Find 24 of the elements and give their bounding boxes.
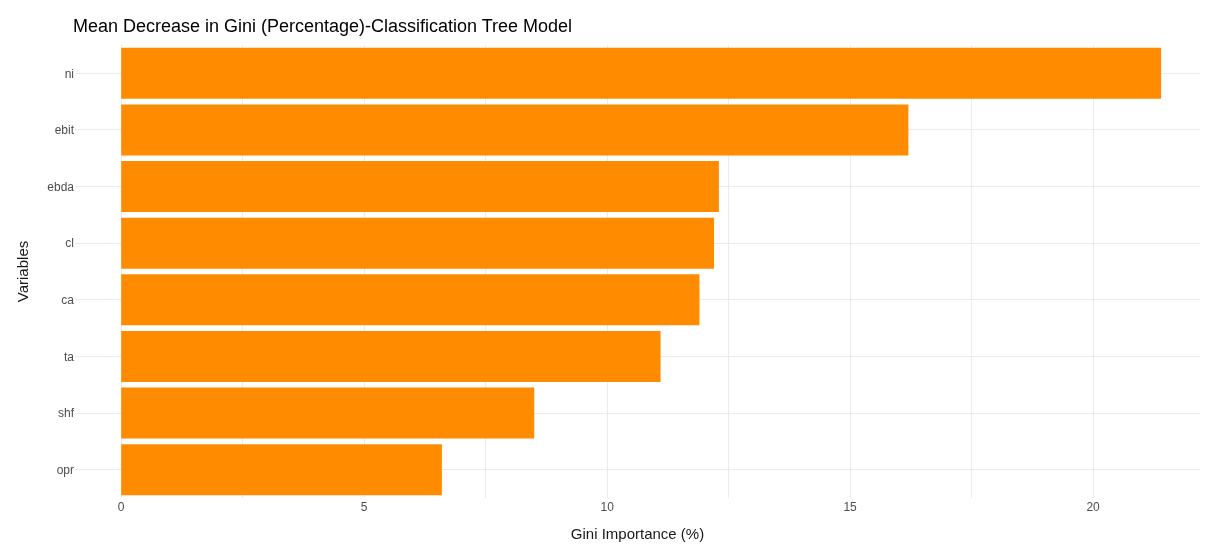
x-tick-label: 20	[1086, 500, 1101, 514]
y-tick-label: opr	[56, 462, 74, 477]
y-tick-label: ebit	[54, 123, 75, 138]
bar	[121, 444, 442, 496]
bar	[121, 104, 909, 156]
bar	[121, 274, 700, 326]
x-tick-label: 0	[117, 500, 125, 514]
bar	[121, 387, 535, 439]
bar	[121, 161, 719, 213]
y-tick-label: ta	[63, 349, 75, 364]
y-tick-label: ni	[64, 66, 74, 81]
y-axis-title: Variables	[13, 240, 31, 303]
x-tick-label: 5	[360, 500, 368, 514]
y-tick-label: ca	[61, 293, 75, 308]
x-tick-label: 15	[843, 500, 858, 514]
y-tick-label: cl	[65, 236, 74, 251]
bar	[121, 47, 1162, 99]
y-tick-label: shf	[57, 406, 75, 421]
x-axis-title: Gini Importance (%)	[570, 525, 705, 542]
chart-title: Mean Decrease in Gini (Percentage)-Classification Tree Model	[72, 15, 573, 36]
bar	[121, 217, 715, 269]
x-tick-label: 10	[600, 500, 615, 514]
bar	[121, 330, 661, 382]
y-tick-label: ebda	[47, 179, 75, 194]
